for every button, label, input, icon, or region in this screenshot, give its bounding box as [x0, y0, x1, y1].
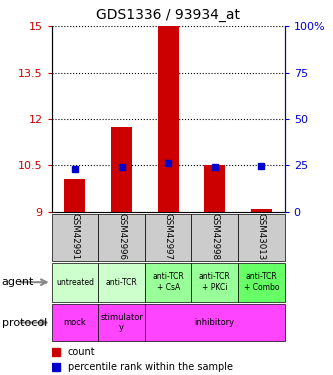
Text: anti-TCR
+ Combo: anti-TCR + Combo — [244, 273, 279, 292]
Bar — [158, 26, 179, 212]
Bar — [145, 214, 191, 261]
Text: anti-TCR: anti-TCR — [106, 278, 138, 286]
Text: GSM43013: GSM43013 — [257, 213, 266, 260]
Bar — [145, 262, 191, 302]
Title: GDS1336 / 93934_at: GDS1336 / 93934_at — [96, 9, 240, 22]
Text: protocol: protocol — [2, 318, 47, 327]
Bar — [191, 262, 238, 302]
Bar — [204, 165, 225, 212]
Bar — [52, 262, 98, 302]
Text: inhibitory: inhibitory — [195, 318, 235, 327]
Text: GSM42996: GSM42996 — [117, 213, 126, 260]
Text: anti-TCR
+ CsA: anti-TCR + CsA — [152, 273, 184, 292]
Text: agent: agent — [2, 277, 34, 287]
Bar — [111, 127, 132, 212]
Text: GSM42991: GSM42991 — [70, 213, 80, 260]
Bar — [64, 179, 85, 212]
Text: percentile rank within the sample: percentile rank within the sample — [68, 362, 233, 372]
Text: GSM42997: GSM42997 — [164, 213, 173, 260]
Bar — [145, 304, 285, 341]
Bar — [98, 304, 145, 341]
Bar — [98, 262, 145, 302]
Text: anti-TCR
+ PKCi: anti-TCR + PKCi — [199, 273, 231, 292]
Bar — [52, 214, 98, 261]
Bar — [98, 214, 145, 261]
Text: stimulator
y: stimulator y — [100, 313, 143, 332]
Text: GSM42998: GSM42998 — [210, 213, 219, 260]
Bar — [251, 209, 272, 212]
Bar — [238, 214, 285, 261]
Text: mock: mock — [64, 318, 86, 327]
Bar — [191, 214, 238, 261]
Text: untreated: untreated — [56, 278, 94, 286]
Bar — [238, 262, 285, 302]
Bar — [52, 304, 98, 341]
Text: count: count — [68, 346, 96, 357]
